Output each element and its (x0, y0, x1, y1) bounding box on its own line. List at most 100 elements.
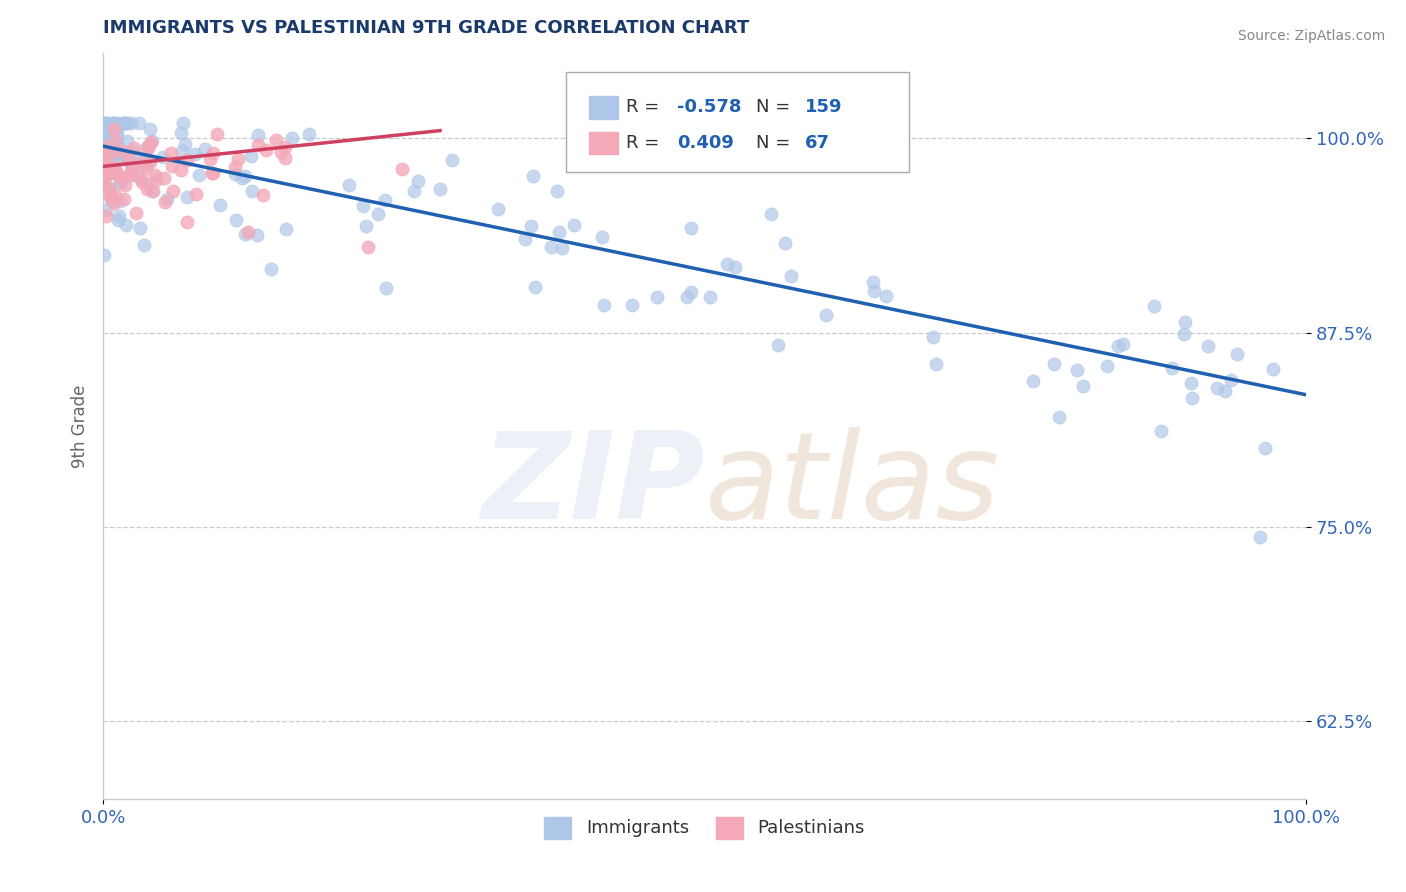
Point (135, 141, 157, 155)
Point (231, 171, 253, 186)
Point (103, 161, 125, 175)
Point (135, 182, 157, 196)
Point (101, 145, 124, 160)
Point (523, 280, 546, 294)
Point (1206, 381, 1229, 395)
Point (921, 330, 943, 344)
Point (264, 133, 287, 147)
Point (108, 174, 131, 188)
Point (122, 168, 145, 182)
Point (153, 195, 176, 210)
Point (519, 219, 541, 234)
Point (367, 206, 389, 220)
Point (94, 159, 117, 173)
Point (135, 158, 157, 172)
Point (354, 219, 377, 233)
Point (115, 134, 138, 148)
Point (118, 168, 141, 182)
Point (97, 127, 120, 141)
Point (226, 152, 249, 166)
Point (1111, 337, 1133, 351)
Point (139, 154, 162, 169)
Point (546, 184, 568, 198)
Point (138, 177, 160, 191)
Point (142, 184, 165, 198)
Point (112, 116, 135, 130)
Point (593, 298, 616, 312)
Point (1143, 300, 1166, 314)
Point (1249, 530, 1271, 544)
Point (162, 184, 184, 198)
Point (143, 168, 166, 182)
Point (117, 153, 139, 167)
Point (91, 116, 114, 130)
Point (103, 116, 125, 130)
Point (122, 145, 145, 159)
Point (522, 169, 544, 184)
Point (591, 230, 613, 244)
Point (170, 126, 193, 140)
Point (141, 134, 163, 148)
Point (120, 160, 142, 174)
Point (675, 290, 697, 304)
Text: 0.409: 0.409 (678, 134, 734, 153)
Point (94, 140, 117, 154)
Point (96, 161, 118, 175)
Point (780, 269, 803, 284)
Point (352, 199, 374, 213)
Point (129, 172, 152, 186)
Point (551, 241, 574, 255)
Point (1066, 363, 1088, 377)
Point (235, 169, 257, 184)
Point (172, 116, 194, 130)
Text: atlas: atlas (704, 427, 1000, 544)
Point (224, 160, 246, 174)
Point (562, 219, 585, 233)
Point (1174, 315, 1197, 329)
Text: ZIP: ZIP (481, 427, 704, 544)
Point (100, 191, 122, 205)
Point (96, 116, 118, 130)
Point (128, 116, 150, 130)
Point (128, 156, 150, 170)
Point (1219, 374, 1241, 388)
Point (93, 151, 115, 165)
Point (122, 141, 145, 155)
Point (176, 153, 198, 167)
Point (118, 149, 141, 163)
Text: IMMIGRANTS VS PALESTINIAN 9TH GRADE CORRELATION CHART: IMMIGRANTS VS PALESTINIAN 9TH GRADE CORR… (103, 20, 749, 37)
Text: Source: ZipAtlas.com: Source: ZipAtlas.com (1237, 29, 1385, 43)
Point (101, 116, 124, 130)
Point (93, 178, 115, 192)
Text: -0.578: -0.578 (678, 98, 741, 116)
Point (91, 128, 114, 142)
Point (773, 236, 796, 251)
FancyBboxPatch shape (589, 131, 619, 154)
Point (1173, 326, 1195, 341)
Point (1097, 359, 1119, 374)
Point (127, 169, 149, 183)
Point (298, 127, 321, 141)
Point (93, 169, 115, 184)
Point (875, 289, 897, 303)
Point (96, 116, 118, 130)
Point (224, 167, 246, 181)
Point (104, 116, 127, 130)
Point (1150, 424, 1173, 438)
Point (139, 136, 162, 150)
Point (1043, 357, 1066, 371)
Point (862, 284, 884, 298)
Point (247, 128, 270, 143)
Point (160, 145, 183, 160)
Text: R =: R = (627, 134, 665, 153)
Point (97, 181, 120, 195)
Point (925, 357, 948, 371)
Point (104, 134, 127, 148)
Point (97, 181, 120, 195)
Point (357, 240, 380, 254)
FancyBboxPatch shape (567, 71, 910, 172)
Point (240, 184, 263, 198)
Point (93, 248, 115, 262)
Point (233, 227, 256, 241)
Point (681, 285, 703, 300)
